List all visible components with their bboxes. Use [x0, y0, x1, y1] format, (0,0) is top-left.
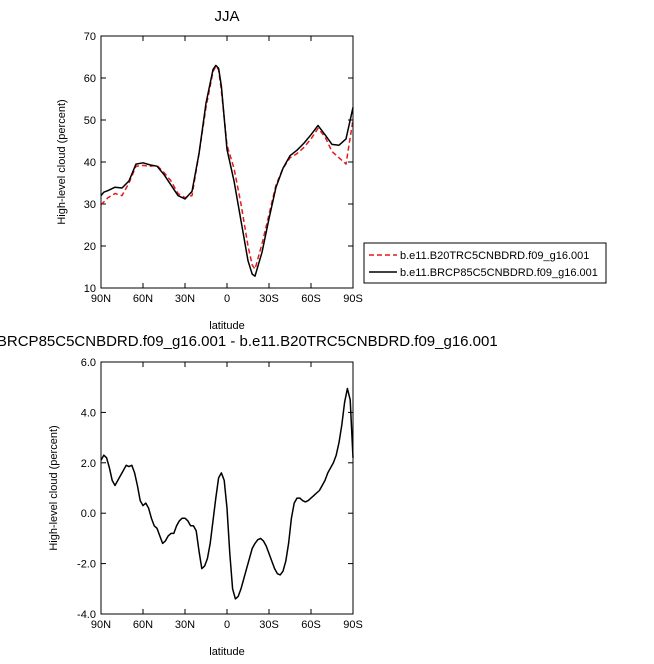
top-y-tick-label: 30 — [84, 199, 96, 211]
bottom-x-tick-label: 30S — [259, 619, 279, 631]
bottom-series-line-0 — [100, 387, 354, 600]
top-x-tick-label: 90S — [343, 293, 363, 305]
bottom-x-tick-label: 60S — [301, 619, 321, 631]
top-series-line-1 — [100, 64, 354, 277]
bottom-x-tick-label: 60N — [133, 619, 153, 631]
bottom-axis-ticks: 90N 60N 30N 0 30S 60S 90S -4.0 -2.0 0.0 2.0 4.0 6.0 — [77, 357, 363, 631]
top-x-tick-label: 30N — [175, 293, 195, 305]
top-series-line-0 — [100, 65, 354, 270]
bottom-y-tick-label: 0.0 — [81, 508, 96, 520]
bottom-y-tick-label: 6.0 — [81, 357, 96, 369]
top-y-tick-label: 20 — [84, 241, 96, 253]
legend-label-rcp85: b.e11.BRCP85C5CNBDRD.f09_g16.001 — [400, 267, 598, 279]
top-y-tick-label: 40 — [84, 157, 96, 169]
legend-box — [363, 242, 607, 284]
top-x-tick-label: 0 — [224, 293, 230, 305]
bottom-x-tick-label: 30N — [175, 619, 195, 631]
bottom-y-tick-label: 2.0 — [81, 458, 96, 470]
top-y-tick-label: 10 — [84, 283, 96, 295]
bottom-x-tick-label: 90N — [91, 619, 111, 631]
top-y-tick-label: 60 — [84, 73, 96, 85]
bottom-y-tick-label: 4.0 — [81, 407, 96, 419]
bottom-x-axis-title: latitude — [209, 646, 244, 658]
bottom-plot-frame — [100, 361, 354, 615]
bottom-y-tick-label: -4.0 — [77, 609, 96, 621]
bottom-x-tick-label: 0 — [224, 619, 230, 631]
top-x-tick-label: 30S — [259, 293, 279, 305]
top-x-tick-label: 60N — [133, 293, 153, 305]
top-y-axis-title: High-level cloud (percent) — [56, 99, 68, 224]
top-x-tick-label: 90N — [91, 293, 111, 305]
bottom-chart-title: b.e11.BRCP85C5CNBDRD.f09_g16.001 - b.e11… — [0, 333, 498, 350]
top-x-axis-title: latitude — [209, 320, 244, 332]
top-axis-ticks: 90N 60N 30N 0 30S 60S 90S 10 20 30 40 50 60 70 — [84, 31, 363, 305]
legend: b.e11.B20TRC5CNBDRD.f09_g16.001 b.e11.BR… — [363, 242, 607, 284]
bottom-y-tick-label: -2.0 — [77, 559, 96, 571]
bottom-panel: b.e11.BRCP85C5CNBDRD.f09_g16.001 - b.e11… — [0, 333, 498, 658]
top-y-tick-label: 70 — [84, 31, 96, 43]
bottom-series-group — [100, 387, 354, 600]
top-chart-title: JJA — [214, 8, 239, 25]
top-panel: JJA High-level cloud (percent) latitude … — [56, 8, 607, 332]
top-y-tick-label: 50 — [84, 115, 96, 127]
bottom-y-axis-title: High-level cloud (percent) — [48, 425, 60, 550]
top-x-tick-label: 60S — [301, 293, 321, 305]
bottom-x-tick-label: 90S — [343, 619, 363, 631]
top-plot-frame — [100, 35, 354, 289]
legend-label-historical: b.e11.B20TRC5CNBDRD.f09_g16.001 — [400, 250, 589, 262]
top-series-group — [100, 64, 354, 277]
